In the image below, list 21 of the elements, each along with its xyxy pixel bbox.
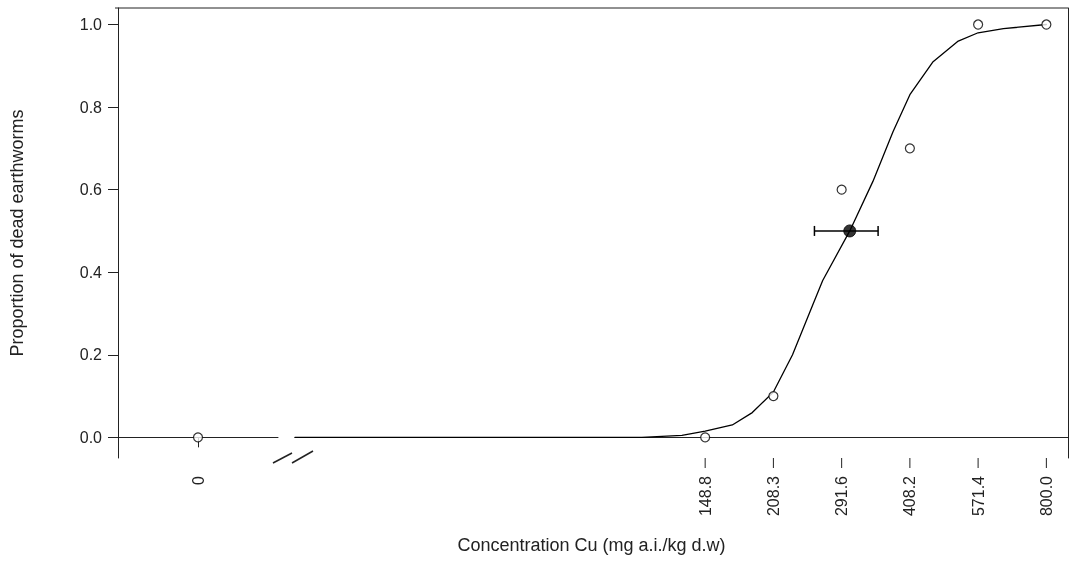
x-tick-label: 571.4 <box>969 475 987 517</box>
point <box>700 432 711 443</box>
x-tick-label: 408.2 <box>901 475 919 517</box>
y-axis-title: Proportion of dead earthworms <box>7 109 27 357</box>
point <box>973 19 984 30</box>
x-tick-label: 148.8 <box>696 475 714 517</box>
y-tick-label: 0.2 <box>79 346 103 364</box>
x-tick-label: 0 <box>189 475 207 485</box>
point <box>768 390 779 402</box>
point <box>1041 19 1052 30</box>
y-tick-label: 0.8 <box>79 98 103 116</box>
y-tick-label: 1.0 <box>79 16 103 34</box>
y-tick-label: 0.4 <box>79 263 103 281</box>
point <box>904 143 915 154</box>
y-tick-label: 0.6 <box>79 181 103 199</box>
x-tick-label: 208.3 <box>764 475 782 517</box>
x-tick-label: 800.0 <box>1037 475 1055 517</box>
x-tick-label: 291.6 <box>833 475 851 517</box>
x-axis-title: Concentration Cu (mg a.i./kg d.w) <box>456 535 727 556</box>
y-tick-label: 0.0 <box>79 428 103 446</box>
point <box>836 184 847 195</box>
